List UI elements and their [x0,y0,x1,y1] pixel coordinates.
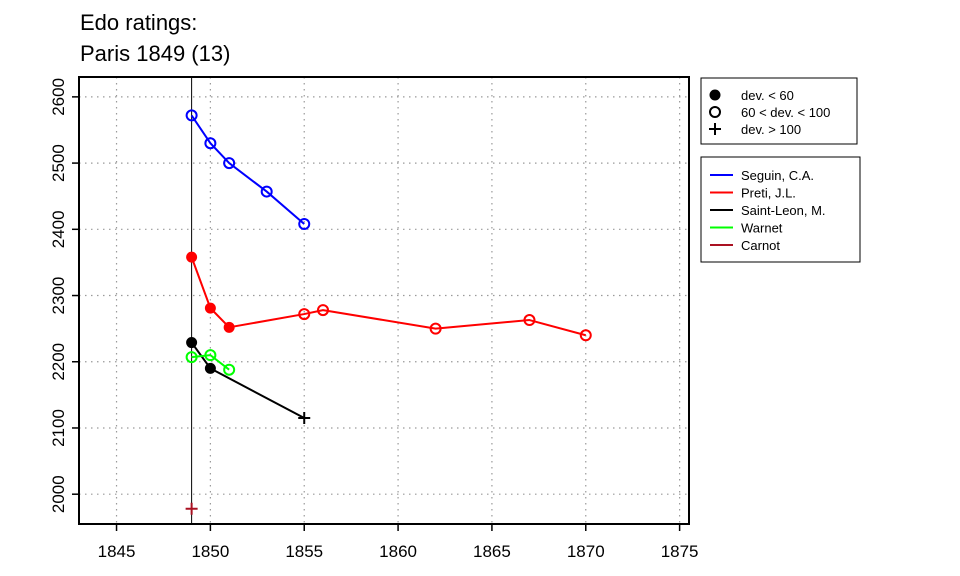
legend-series-label: Preti, J.L. [741,186,796,201]
legend-marker-label: 60 < dev. < 100 [741,105,830,120]
data-point-preti-j-l [523,314,536,327]
data-point-seguin-c-a [223,157,236,170]
chart-title-line-1: Edo ratings: [80,10,197,35]
data-point-seguin-c-a [185,109,198,122]
chart-title: Edo ratings: Paris 1849 (13) [80,10,230,66]
y-tick-label: 2100 [49,409,68,447]
legend-series: Seguin, C.A. Preti, J.L. Saint-Leon, M. War… [700,156,861,263]
x-tick-label: 1875 [661,542,699,561]
marker-legend-box [700,77,858,145]
y-tick-label: 2500 [49,144,68,182]
data-markers [185,109,592,515]
y-tick-label: 2000 [49,475,68,513]
legend-marker-plus [709,123,721,135]
data-point-preti-j-l [186,251,198,263]
legend-series-label: Carnot [741,238,780,253]
data-point-seguin-c-a [298,218,311,231]
x-tick-label: 1855 [285,542,323,561]
data-point-warnet [223,363,236,376]
legend-marker-open-circle [709,106,721,118]
legend-series-label: Seguin, C.A. [741,168,814,183]
y-axis: 2000 2100 2200 2300 2400 2500 2600 [49,78,79,513]
x-tick-label: 1865 [473,542,511,561]
series-lines [190,114,587,419]
y-tick-label: 2200 [49,343,68,381]
data-point-preti-j-l [204,302,216,314]
grid-lines [79,77,689,524]
x-tick-label: 1860 [379,542,417,561]
data-point-preti-j-l [317,304,329,317]
series-line-seguin-c-a [190,114,305,225]
legend-marker-label: dev. < 60 [741,88,794,103]
data-point-warnet [185,351,198,364]
x-tick-label: 1850 [191,542,229,561]
y-tick-label: 2300 [49,277,68,315]
data-point-seguin-c-a [260,185,273,198]
chart-title-line-2: Paris 1849 (13) [80,41,230,66]
legend-markers: dev. < 60 60 < dev. < 100 dev. > 100 [700,77,858,145]
x-tick-label: 1845 [98,542,136,561]
legend-series-label: Saint-Leon, M. [741,203,826,218]
data-point-preti-j-l [223,321,235,333]
data-point-preti-j-l [579,329,592,342]
data-point-saint-leon-m [298,412,311,425]
data-point-warnet [204,349,217,362]
data-point-preti-j-l [298,308,311,321]
x-tick-label: 1870 [567,542,605,561]
data-point-saint-leon-m [204,362,216,374]
y-tick-label: 2400 [49,210,68,248]
plot-frame [78,76,690,525]
y-tick-label: 2600 [49,78,68,116]
legend-series-label: Warnet [741,221,783,236]
series-line-warnet [191,354,230,371]
series-line-saint-leon-m [190,341,305,419]
data-point-seguin-c-a [204,137,217,150]
x-axis: 1845 1850 1855 1860 1865 1870 1875 [98,524,699,561]
data-point-carnot [185,502,198,515]
legend-marker-filled-circle [709,89,721,101]
legend-marker-label: dev. > 100 [741,122,801,137]
data-point-preti-j-l [429,322,442,335]
data-point-saint-leon-m [186,337,198,349]
